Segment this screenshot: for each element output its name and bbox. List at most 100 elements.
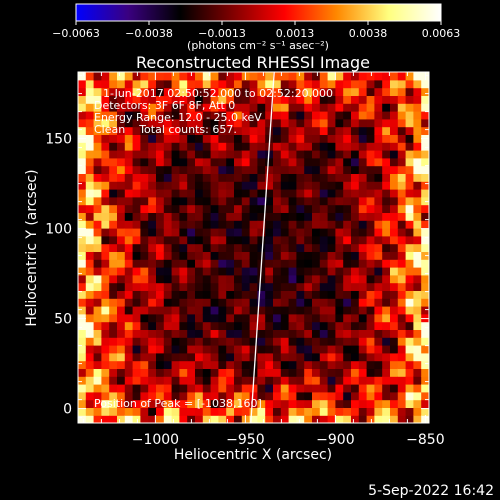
heatmap-cell: [374, 111, 383, 120]
heatmap-cell: [202, 79, 212, 89]
heatmap-cell: [327, 267, 336, 276]
heatmap-cell: [257, 87, 266, 96]
heatmap-cell: [319, 212, 329, 221]
heatmap-cell: [390, 95, 399, 104]
heatmap-cell: [351, 103, 360, 112]
heatmap-cell: [413, 173, 422, 182]
heatmap-cell: [265, 220, 274, 229]
heatmap-cell: [101, 282, 110, 291]
heatmap-cell: [179, 313, 188, 323]
heatmap-cell: [202, 118, 212, 128]
heatmap-cell: [187, 212, 196, 221]
heatmap-cell: [202, 376, 212, 385]
heatmap-cell: [366, 329, 375, 338]
heatmap-cell: [218, 204, 227, 213]
heatmap-cell: [148, 337, 157, 346]
colorbar-unit-label: (photons cm⁻² s⁻¹ asec⁻²): [187, 39, 329, 52]
heatmap-cell: [210, 72, 219, 81]
heatmap-cell: [124, 251, 134, 260]
heatmap-cell: [343, 267, 352, 276]
heatmap-cell: [202, 134, 212, 143]
heatmap-cell: [335, 259, 344, 268]
heatmap-cell: [210, 173, 219, 182]
heatmap-cell: [101, 79, 110, 89]
heatmap-cell: [132, 103, 141, 112]
heatmap-cell: [140, 407, 149, 416]
heatmap-cell: [101, 72, 110, 81]
heatmap-cell: [304, 368, 313, 377]
heatmap-cell: [187, 181, 196, 190]
heatmap-cell: [397, 220, 407, 229]
heatmap-cell: [351, 407, 360, 416]
heatmap-cell: [140, 118, 149, 128]
heatmap-cell: [405, 313, 414, 323]
heatmap-cell: [109, 173, 118, 182]
heatmap-cell: [124, 407, 134, 416]
heatmap-cell: [335, 126, 344, 135]
heatmap-cell: [78, 157, 87, 167]
heatmap-cell: [85, 337, 95, 346]
heatmap-cell: [234, 111, 243, 120]
heatmap-cell: [397, 134, 407, 143]
heatmap-cell: [343, 235, 352, 245]
heatmap-cell: [280, 204, 290, 213]
heatmap-cell: [280, 337, 290, 346]
heatmap-cell: [226, 204, 235, 213]
heatmap-cell: [241, 259, 251, 268]
heatmap-cell: [335, 290, 344, 299]
heatmap-cell: [405, 196, 414, 206]
heatmap-cell: [382, 165, 391, 174]
heatmap-cell: [366, 243, 375, 252]
heatmap-cell: [78, 360, 87, 369]
heatmap-cell: [234, 157, 243, 167]
heatmap-cell: [343, 111, 352, 120]
heatmap-cell: [273, 118, 282, 128]
heatmap-cell: [156, 157, 165, 167]
heatmap-cell: [366, 72, 375, 81]
heatmap-cell: [304, 95, 313, 104]
heatmap-cell: [319, 181, 329, 190]
heatmap-cell: [358, 376, 368, 385]
heatmap-cell: [78, 407, 87, 416]
heatmap-cell: [101, 189, 110, 198]
heatmap-cell: [366, 189, 375, 198]
heatmap-cell: [265, 150, 274, 159]
heatmap-cell: [366, 360, 375, 369]
heatmap-cell: [187, 274, 196, 284]
heatmap-cell: [343, 228, 352, 237]
heatmap-cell: [327, 79, 336, 89]
heatmap-cell: [257, 165, 266, 174]
heatmap-cell: [78, 103, 87, 112]
heatmap-cell: [257, 243, 266, 252]
heatmap-cell: [358, 189, 368, 198]
heatmap-cell: [327, 337, 336, 346]
heatmap-cell: [374, 329, 383, 338]
heatmap-cell: [343, 298, 352, 307]
heatmap-cell: [171, 173, 180, 182]
heatmap-cell: [351, 204, 360, 213]
heatmap-cell: [101, 173, 110, 182]
heatmap-cell: [304, 384, 313, 393]
heatmap-cell: [351, 368, 360, 377]
heatmap-cell: [288, 259, 297, 268]
heatmap-cell: [312, 399, 321, 408]
heatmap-cell: [390, 142, 399, 151]
heatmap-cell: [304, 181, 313, 190]
heatmap-cell: [241, 345, 251, 354]
heatmap-cell: [171, 235, 180, 245]
heatmap-cell: [265, 87, 274, 96]
heatmap-cell: [382, 352, 391, 362]
heatmap-cell: [351, 391, 360, 401]
heatmap-cell: [132, 251, 141, 260]
heatmap-cell: [319, 173, 329, 182]
heatmap-cell: [156, 118, 165, 128]
heatmap-cell: [319, 376, 329, 385]
heatmap-cell: [163, 150, 173, 159]
heatmap-cell: [366, 118, 375, 128]
heatmap-cell: [257, 79, 266, 89]
heatmap-cell: [148, 267, 157, 276]
heatmap-cell: [343, 274, 352, 284]
heatmap-cell: [273, 235, 282, 245]
heatmap-cell: [132, 150, 141, 159]
